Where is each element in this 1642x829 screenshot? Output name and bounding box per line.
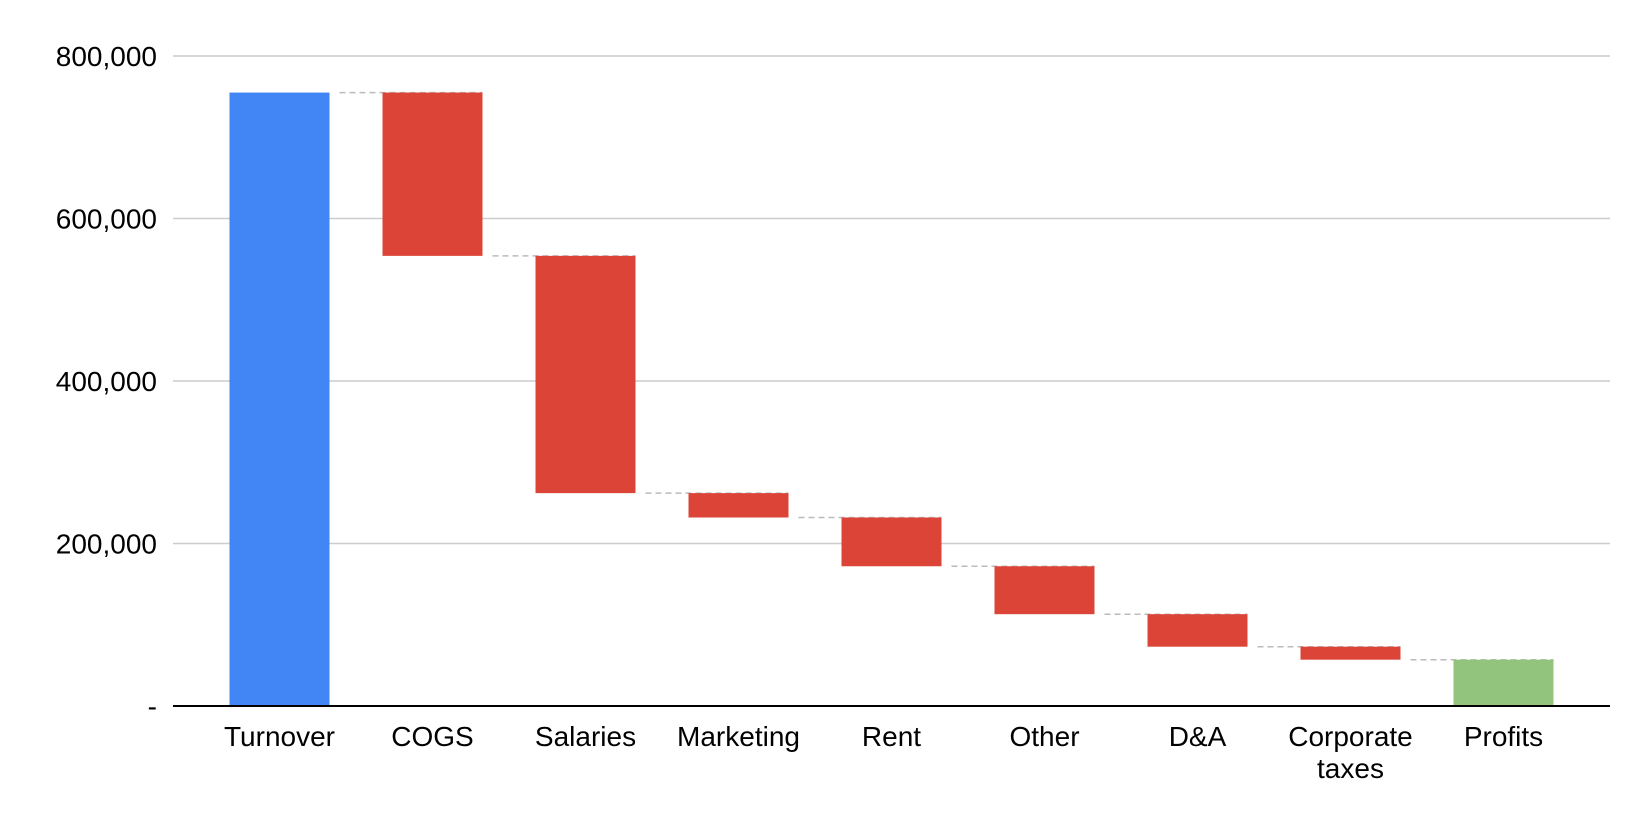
x-tick-label-line: Salaries xyxy=(535,721,636,752)
bar-decrease xyxy=(535,255,636,494)
x-tick-label: Marketing xyxy=(677,721,800,752)
y-tick-label: 200,000 xyxy=(56,529,157,560)
x-tick-label: D&A xyxy=(1169,721,1227,752)
connector-lines xyxy=(339,91,1554,661)
x-tick-label: Corporate taxes xyxy=(1288,721,1413,784)
bar-decrease xyxy=(382,92,483,256)
x-tick-label-line: D&A xyxy=(1169,721,1227,752)
x-tick-label: Other xyxy=(1009,721,1079,752)
x-tick-label-line: Marketing xyxy=(677,721,800,752)
bars xyxy=(229,92,1554,706)
x-tick-label-line: Rent xyxy=(862,721,921,752)
bar-total xyxy=(229,92,330,706)
x-tick-label: Turnover xyxy=(224,721,335,752)
x-tick-label: Profits xyxy=(1464,721,1543,752)
y-tick-label: - xyxy=(148,691,157,722)
y-axis-tick-labels: - 200,000 400,000 600,000 800,000 xyxy=(56,41,157,722)
bar-decrease xyxy=(1147,614,1248,647)
bar-decrease xyxy=(688,493,789,518)
x-tick-label-line: COGS xyxy=(391,721,473,752)
x-tick-label-line: Other xyxy=(1009,721,1079,752)
y-tick-label: 800,000 xyxy=(56,41,157,72)
x-tick-label: COGS xyxy=(391,721,473,752)
bar-decrease xyxy=(1300,646,1401,660)
x-tick-label-line: Turnover xyxy=(224,721,335,752)
x-tick-label-line: Profits xyxy=(1464,721,1543,752)
x-axis-tick-labels: Turnover COGS Salaries Marketing Rent Other D&… xyxy=(224,721,1543,784)
y-tick-label: 600,000 xyxy=(56,204,157,235)
x-tick-label: Rent xyxy=(862,721,921,752)
bar-decrease xyxy=(994,566,1095,615)
bar-final xyxy=(1453,659,1554,706)
y-tick-label: 400,000 xyxy=(56,366,157,397)
bar-decrease xyxy=(841,517,942,567)
x-tick-label: Salaries xyxy=(535,721,636,752)
x-tick-label-line: Corporate xyxy=(1288,721,1413,752)
x-tick-label-line: taxes xyxy=(1317,753,1384,784)
